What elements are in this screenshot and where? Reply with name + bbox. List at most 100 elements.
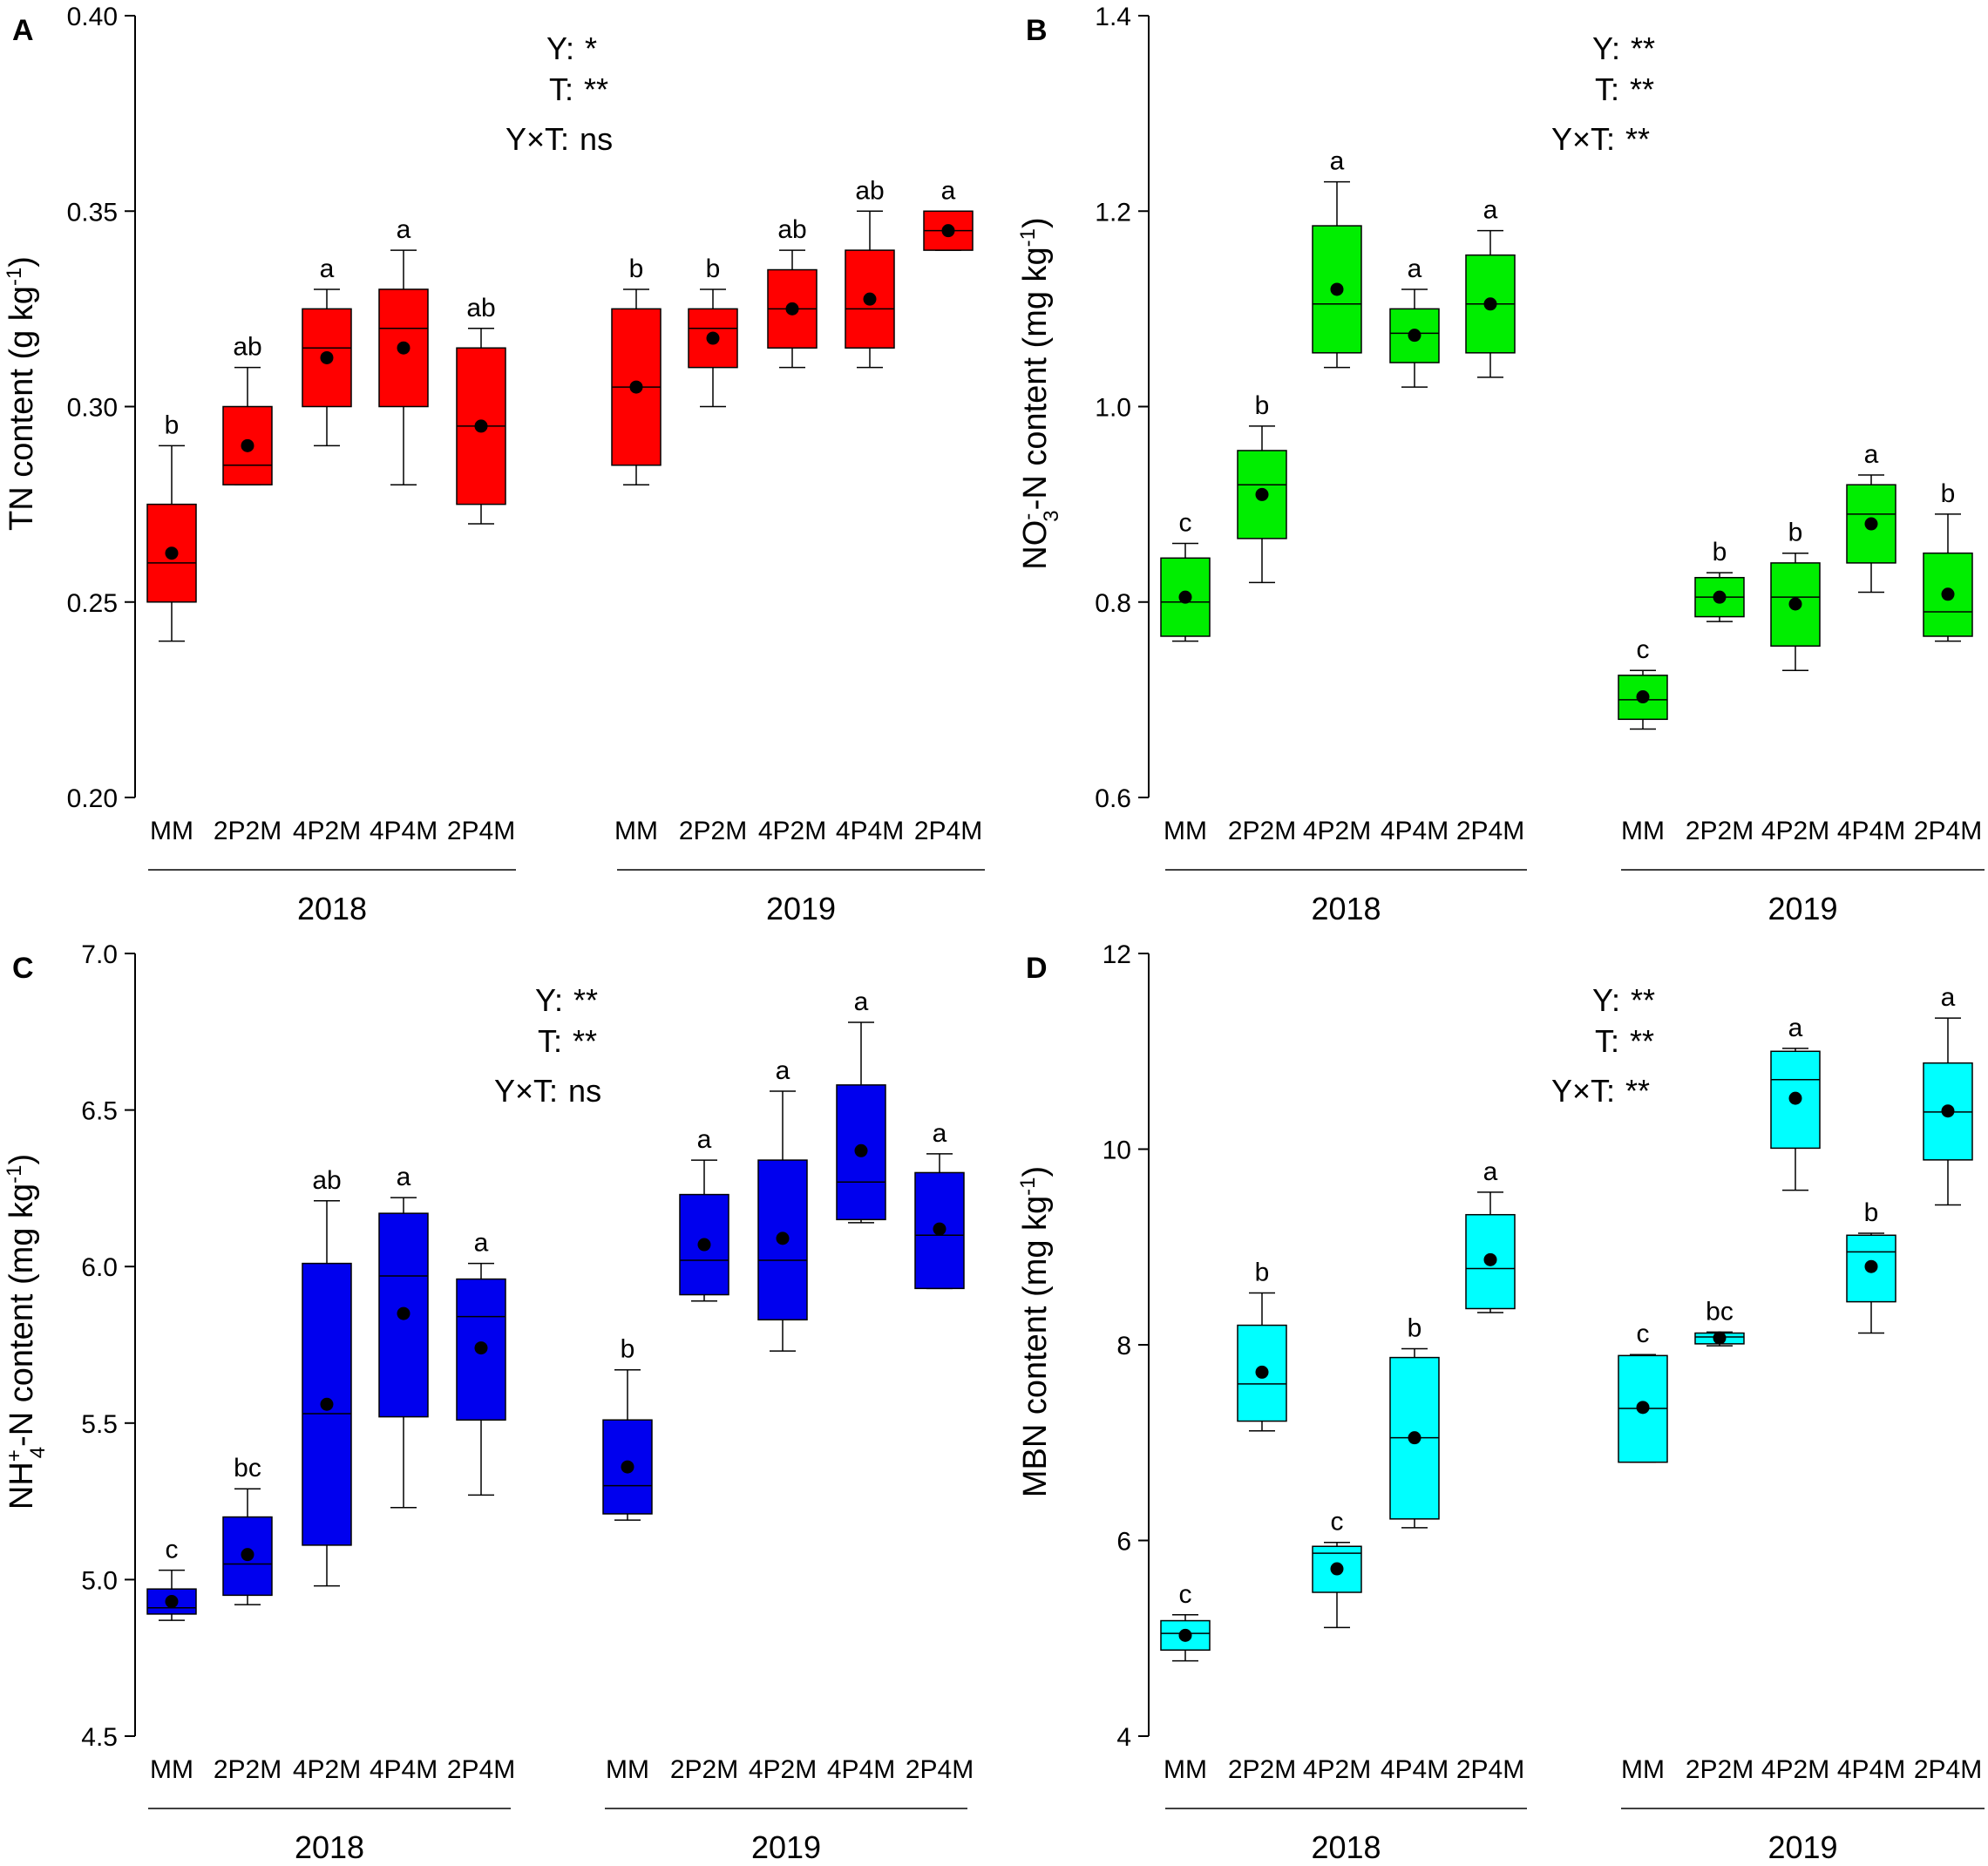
- box-iqr: [688, 308, 738, 369]
- x-category-label: 4P4M: [1381, 817, 1449, 845]
- significance-letter: c: [166, 1536, 179, 1564]
- x-category-label: 2P2M: [1686, 817, 1754, 845]
- y-axis-label: NH+4-N content (mg kg-1): [3, 1154, 50, 1510]
- box-2018-4p4m: a 4P4M: [370, 1163, 438, 1784]
- significance-letter: ab: [233, 333, 261, 362]
- year-label: 2018: [1311, 1829, 1381, 1865]
- x-category-label: 4P2M: [1303, 1755, 1371, 1784]
- significance-letter: c: [1179, 1580, 1192, 1609]
- significance-letter: ab: [855, 176, 884, 205]
- mean-marker: [1330, 282, 1344, 296]
- x-category-label: 4P4M: [1381, 1755, 1449, 1784]
- year-label: 2018: [295, 1829, 364, 1865]
- x-category-label: MM: [150, 1755, 193, 1784]
- box-2018-mm: c MM: [1160, 1580, 1211, 1784]
- x-category-label: 2P2M: [214, 817, 282, 845]
- box-2018-mm: c MM: [1160, 508, 1211, 845]
- mean-marker: [863, 292, 877, 306]
- y-axis-label: TN content (g kg-1): [3, 256, 41, 531]
- y-tick-label: 0.35: [67, 198, 118, 227]
- significance-value: *: [585, 31, 597, 66]
- year-label: 2019: [1767, 891, 1837, 926]
- box-2019-2p4m: a 2P4M: [906, 1119, 974, 1784]
- y-tick-label: 1.4: [1095, 3, 1131, 31]
- significance-value: **: [573, 982, 598, 1018]
- year-label: 2019: [1767, 1829, 1837, 1865]
- significance-label: Y×T: **: [1551, 121, 1650, 157]
- significance-letter: a: [397, 1163, 411, 1191]
- y-tick-label: 8: [1116, 1332, 1131, 1360]
- panel-a: A 0.20 0.25 0.30 0.35 0.40 TN content (g kg-1)…: [3, 3, 985, 926]
- significance-value: **: [1631, 982, 1655, 1018]
- y-tick-label: 5.0: [81, 1566, 118, 1595]
- significance-value: **: [1630, 71, 1654, 107]
- significance-letter: b: [1255, 1259, 1270, 1287]
- x-category-label: 4P2M: [1761, 817, 1829, 845]
- significance-label: T: **: [549, 71, 608, 107]
- y-label-text: ): [3, 256, 40, 268]
- mean-marker: [397, 1306, 410, 1320]
- box-2018-2p4m: a 2P4M: [447, 1229, 515, 1784]
- significance-value: **: [1625, 121, 1650, 157]
- box-2018-mm: b MM: [146, 411, 197, 845]
- x-category-label: 4P4M: [370, 817, 438, 845]
- y-label-text: ): [1017, 217, 1054, 228]
- box-2019-2p2m: a 2P2M: [670, 1125, 738, 1784]
- y-tick-label: 0.40: [67, 3, 118, 31]
- y-label-text: ): [3, 1154, 40, 1165]
- y-tick-label: 0.30: [67, 394, 118, 423]
- mean-marker: [854, 1143, 868, 1157]
- y-tick-label: 7.0: [81, 940, 118, 969]
- box-2019-mm: b MM: [611, 254, 662, 845]
- x-category-label: MM: [1621, 817, 1665, 845]
- mean-marker: [706, 331, 720, 345]
- y-tick-label: 4: [1116, 1723, 1131, 1752]
- significance-value: **: [1630, 1023, 1654, 1059]
- significance-value: ns: [580, 121, 613, 157]
- significance-letter: b: [706, 254, 721, 283]
- y-label-superscript: -: [1016, 513, 1040, 520]
- y-tick-label: 0.25: [67, 589, 118, 618]
- significance-letter: a: [1864, 440, 1879, 469]
- significance-letter: bc: [234, 1454, 261, 1483]
- x-category-label: 4P4M: [827, 1755, 895, 1784]
- y-tick-label: 4.5: [81, 1723, 118, 1752]
- y-label-superscript: -1: [1016, 228, 1040, 247]
- mean-marker: [165, 1595, 179, 1609]
- y-label-superscript: -1: [3, 1165, 26, 1184]
- x-category-label: 2P2M: [679, 817, 747, 845]
- box-2018-4p2m: a 4P2M: [293, 254, 361, 845]
- box-2018-4p4m: a 4P4M: [1381, 254, 1449, 845]
- significance-letter: bc: [1706, 1297, 1734, 1326]
- y-label-superscript: -1: [3, 268, 26, 286]
- significance-label: Y: *: [546, 31, 597, 66]
- mean-marker: [1713, 1331, 1727, 1345]
- x-category-label: MM: [1621, 1755, 1665, 1784]
- y-tick-label: 10: [1103, 1137, 1131, 1165]
- x-category-label: 2P4M: [906, 1755, 974, 1784]
- mean-marker: [241, 1548, 254, 1562]
- x-category-label: 4P2M: [1303, 817, 1371, 845]
- y-label-subscript: 4: [26, 1447, 50, 1458]
- significance-letter: a: [1483, 196, 1498, 225]
- significance-label: Y: **: [1592, 982, 1655, 1018]
- y-label-superscript: +: [3, 1449, 26, 1462]
- y-tick-label: 6.5: [81, 1097, 118, 1126]
- x-category-label: 2P2M: [1686, 1755, 1754, 1784]
- year-label: 2018: [297, 891, 367, 926]
- significance-letter: b: [1255, 391, 1270, 420]
- box-2018-2p2m: bc 2P2M: [214, 1454, 282, 1784]
- significance-label: Y: **: [535, 982, 598, 1018]
- mean-marker: [474, 1341, 488, 1355]
- year-label: 2018: [1311, 891, 1381, 926]
- mean-marker: [1713, 590, 1727, 604]
- significance-letter: c: [1331, 1508, 1344, 1537]
- box-2018-2p4m: ab 2P4M: [447, 294, 515, 845]
- mean-marker: [1788, 1091, 1802, 1105]
- significance-letter: b: [1941, 479, 1956, 508]
- x-category-label: 2P4M: [447, 817, 515, 845]
- box-2019-2p4m: a 2P4M: [1914, 983, 1982, 1784]
- mean-marker: [1864, 517, 1878, 531]
- x-category-label: 4P2M: [749, 1755, 817, 1784]
- box-2019-4p4m: a 4P4M: [1837, 440, 1905, 845]
